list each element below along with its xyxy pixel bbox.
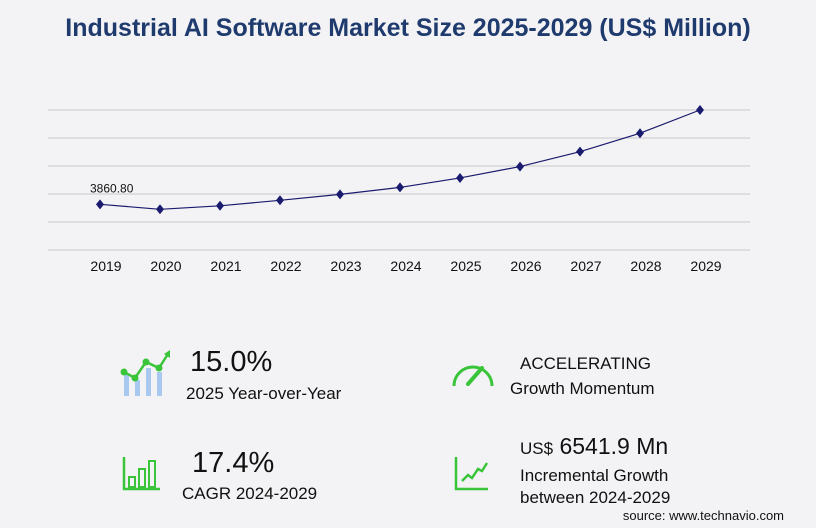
x-tick-label: 2029: [690, 258, 721, 274]
x-tick-label: 2024: [390, 258, 421, 274]
momentum-label: Growth Momentum: [510, 379, 655, 398]
yoy-label: 2025 Year-over-Year: [186, 384, 342, 403]
data-point: [96, 199, 104, 210]
x-tick-label: 2020: [150, 258, 181, 274]
source-text: source: www.technavio.com: [622, 508, 784, 523]
x-tick-label: 2027: [570, 258, 601, 274]
x-tick-label: 2028: [630, 258, 661, 274]
data-point: [216, 200, 224, 211]
incr-prefix: US$: [520, 439, 554, 458]
cagr-label: CAGR 2024-2029: [182, 484, 318, 503]
x-tick-label: 2025: [450, 258, 481, 274]
line-chart: 3860.80 2019 2020 2021 2022 2023 2024 2025 2026 2…: [48, 105, 750, 274]
incr-label-2: between 2024-2029: [520, 488, 671, 507]
bar-growth-icon: [122, 455, 162, 496]
data-point: [456, 172, 464, 183]
data-point: [576, 146, 584, 157]
x-tick-label: 2026: [510, 258, 541, 274]
data-label: 3860.80: [90, 181, 134, 195]
incr-value: 6541.9 Mn: [559, 433, 669, 459]
speedometer-icon: [450, 360, 496, 393]
data-point: [276, 195, 284, 206]
trend-up-icon: [454, 455, 490, 496]
growth-chart-icon: [118, 350, 172, 401]
cagr-value: 17.4%: [192, 447, 275, 479]
x-tick-label: 2021: [210, 258, 241, 274]
momentum-value: ACCELERATING: [520, 354, 651, 373]
x-tick-label: 2022: [270, 258, 301, 274]
data-point: [636, 128, 644, 139]
data-point: [516, 161, 524, 172]
incr-label-1: Incremental Growth: [520, 466, 669, 485]
yoy-value: 15.0%: [190, 346, 273, 378]
data-point: [336, 189, 344, 200]
data-point: [396, 182, 404, 193]
data-point: [696, 105, 704, 115]
x-tick-label: 2019: [90, 258, 121, 274]
chart-title: Industrial AI Software Market Size 2025-…: [65, 14, 751, 42]
x-tick-label: 2023: [330, 258, 361, 274]
data-point: [156, 204, 164, 215]
